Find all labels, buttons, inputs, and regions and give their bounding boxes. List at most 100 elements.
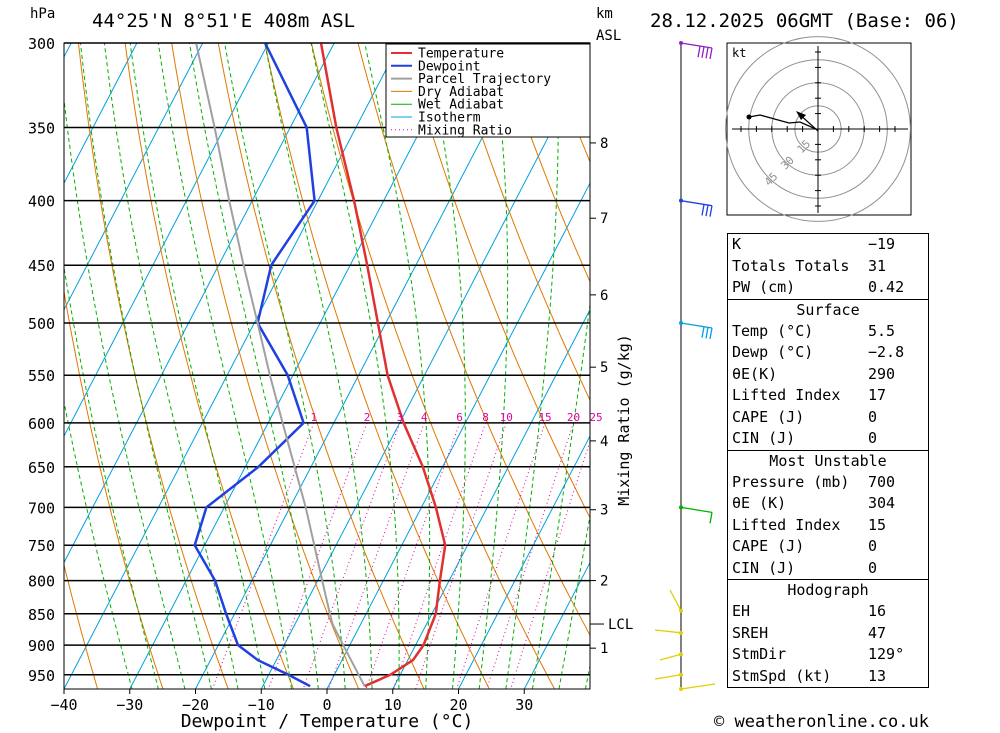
stat-row-mu-pressure: Pressure (mb) 700 <box>728 472 928 494</box>
wet-adiabat-line <box>64 399 133 689</box>
wet-adiabat-line <box>425 43 466 689</box>
stat-label: StmSpd (kt) <box>732 666 832 685</box>
isotherm-line <box>64 43 269 438</box>
wet-adiabat-line <box>103 43 239 689</box>
pressure-tick-350: 350 <box>28 119 55 137</box>
most-unstable-section-title: Most Unstable <box>728 449 928 472</box>
pressure-tick-750: 750 <box>28 537 55 555</box>
wind-barb-shaft <box>680 200 713 207</box>
stat-label: K <box>732 235 742 253</box>
stat-row-dewp: Dewp (°C) −2.8 <box>728 342 928 364</box>
stat-value: 304 <box>868 494 896 512</box>
dry-adiabat-line <box>78 43 229 689</box>
mixing-ratio-line <box>456 422 546 689</box>
wind-barb-dot <box>679 505 683 510</box>
mixing-ratio-label: 20 <box>567 411 580 424</box>
stat-label: Totals Totals <box>732 256 850 275</box>
x-tick-label: 0 <box>322 696 331 714</box>
mixing-ratio-label: 2 <box>364 411 371 424</box>
wet-adiabat-line <box>64 263 159 689</box>
mixing-ratio-line <box>302 422 401 689</box>
stat-row-cape: CAPE (J) 0 <box>728 407 928 429</box>
isotherm-line <box>64 43 138 185</box>
location-title: 44°25'N 8°51'E 408m ASL <box>92 10 355 32</box>
km-label: 5 <box>600 360 608 376</box>
isotherm-line <box>458 435 590 689</box>
x-tick-label: 10 <box>384 696 402 714</box>
stat-label: PW (cm) <box>732 278 796 296</box>
wet-adiabat-line <box>64 95 186 689</box>
pressure-tick-900: 900 <box>28 637 55 655</box>
hpa-unit-label: hPa <box>30 6 55 22</box>
storm-motion-arrowhead <box>796 111 806 120</box>
wet-adiabat-line <box>157 43 293 689</box>
dry-adiabat-line <box>497 43 590 283</box>
stat-row-mu-cape: CAPE (J) 0 <box>728 536 928 558</box>
mixing-ratio-axis-label: Mixing Ratio (g/kg) <box>615 334 633 506</box>
pressure-tick-700: 700 <box>28 499 55 517</box>
wind-barb-dot <box>679 630 683 635</box>
km-labels: 8 7 6 5 4 3 2 1 <box>590 136 608 657</box>
asl-unit-label: ASL <box>596 28 621 44</box>
hodograph-section-title: Hodograph <box>728 579 928 601</box>
legend-entry: Temperature <box>418 47 504 62</box>
stat-value: 16 <box>868 602 887 620</box>
mixing-ratio-label: 6 <box>456 411 463 424</box>
hodograph-unit-label: kt <box>732 46 746 60</box>
stat-label: SREH <box>732 623 769 642</box>
stat-row-mu-theta-e: θE (K) 304 <box>728 493 928 515</box>
dry-adiabat-line <box>124 43 295 689</box>
wet-adiabat-line <box>364 43 431 689</box>
wind-barb-shaft <box>680 506 713 514</box>
mixing-ratio-label: 15 <box>538 411 551 424</box>
wind-barb-feather <box>697 46 701 58</box>
mixing-ratio-line <box>328 422 425 689</box>
dewpoint-line <box>193 43 316 688</box>
stats-table: K −19 Totals Totals 31 PW (cm) 0.42 Surface… <box>727 233 929 688</box>
dry-adiabat-line <box>964 43 1000 692</box>
pressure-tick-650: 650 <box>28 459 55 477</box>
legend-box <box>385 43 591 138</box>
stat-value: 13 <box>868 666 887 685</box>
temperature-line <box>319 43 447 688</box>
stat-value: 5.5 <box>868 321 896 340</box>
mixing-ratio-line <box>267 422 368 689</box>
stat-value: 47 <box>868 623 887 642</box>
pressure-tick-450: 450 <box>28 257 55 275</box>
stat-value: 700 <box>868 472 896 491</box>
stat-row-mu-cin: CIN (J) 0 <box>728 558 928 580</box>
stat-label: EH <box>732 602 751 620</box>
mixing-ratio-line <box>211 422 315 689</box>
wind-barb-shaft <box>669 589 682 611</box>
pressure-tick-400: 400 <box>28 193 55 211</box>
stat-value: −2.8 <box>868 343 905 361</box>
wind-barb-shaft <box>680 322 713 329</box>
stat-label: θE (K) <box>732 494 787 512</box>
stat-row-temp: Temp (°C) 5.5 <box>728 321 928 343</box>
pressure-tick-500: 500 <box>28 315 55 333</box>
surface-section-title: Surface <box>728 298 928 321</box>
stat-value: 290 <box>868 364 896 383</box>
wind-barb-dot <box>679 652 683 657</box>
km-label: 4 <box>600 434 608 450</box>
x-tick-label: −40 <box>50 696 77 714</box>
stat-label: θE(K) <box>732 364 778 383</box>
km-unit-label: km <box>596 6 613 22</box>
stat-value: 0 <box>868 537 878 555</box>
stat-value: 0 <box>868 429 878 447</box>
x-tick-label: 30 <box>515 696 533 714</box>
stat-row-theta-e: θE(K) 290 <box>728 364 928 386</box>
legend-entry: Isotherm <box>418 111 481 126</box>
mixing-ratio-labels: 1 2 3 4 6 8 10 15 20 25 <box>310 411 602 424</box>
pressure-tick-550: 550 <box>28 367 55 385</box>
stat-row-lifted-index: Lifted Index 17 <box>728 385 928 407</box>
wind-barb-dot <box>679 198 683 203</box>
parcel-trajectory-line <box>195 43 366 687</box>
wind-barb-feather <box>701 326 705 338</box>
x-tick-labels: −40 −30 −20 −10 0 10 20 30 <box>50 689 533 714</box>
pressure-tick-600: 600 <box>28 415 55 433</box>
wind-barb-feather <box>709 47 713 60</box>
stat-value: 129° <box>868 645 905 663</box>
